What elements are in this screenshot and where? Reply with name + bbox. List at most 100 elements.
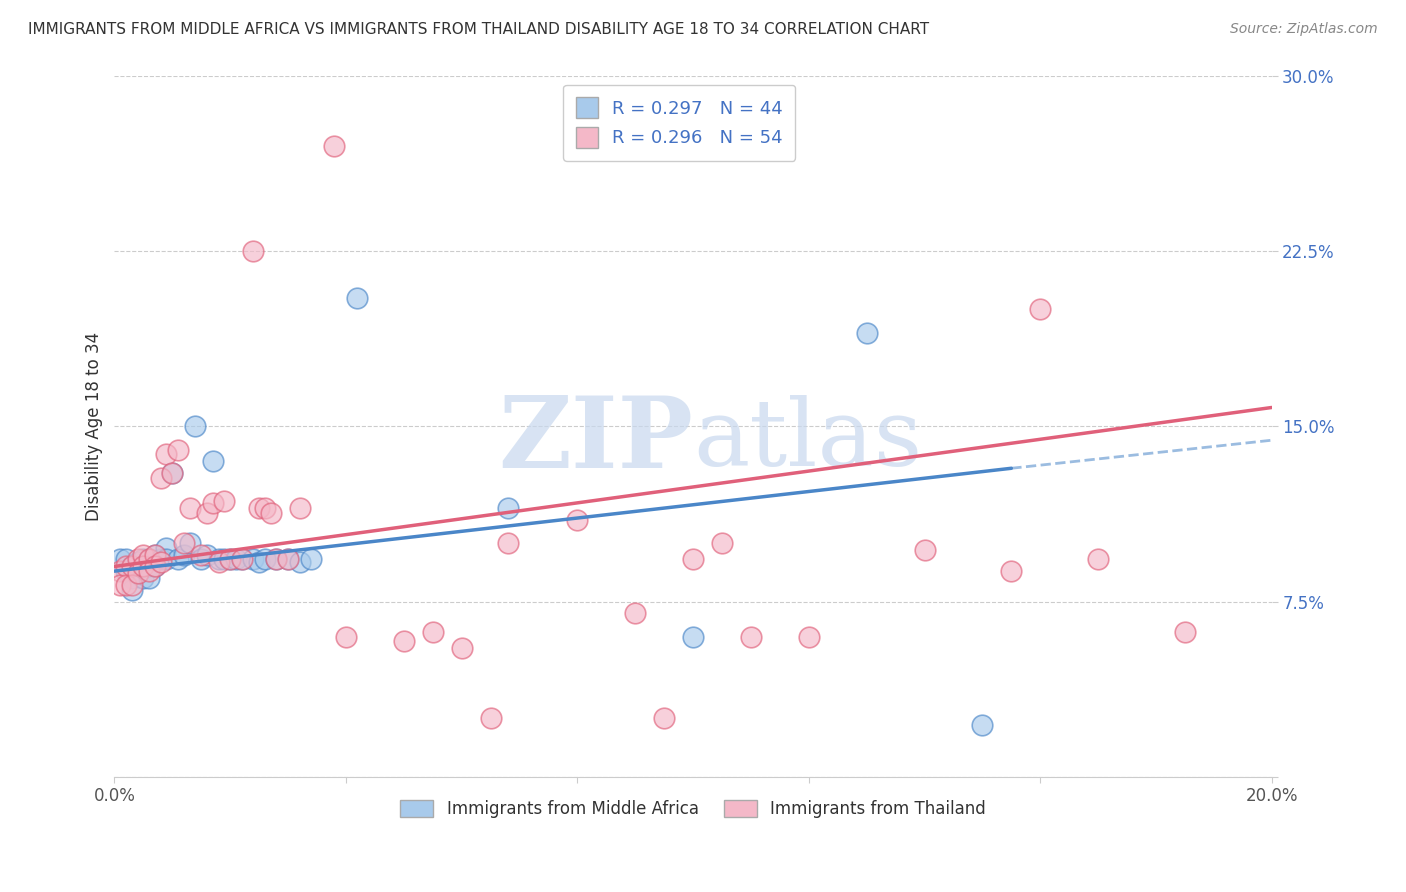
Point	[115, 552, 138, 566]
Point	[121, 559, 143, 574]
Point	[127, 552, 149, 566]
Point	[914, 543, 936, 558]
Point	[108, 552, 131, 566]
Point	[155, 447, 177, 461]
Point	[143, 559, 166, 574]
Point	[138, 564, 160, 578]
Point	[138, 552, 160, 566]
Point	[231, 552, 253, 566]
Point	[225, 552, 247, 566]
Point	[855, 326, 877, 340]
Point	[127, 555, 149, 569]
Point	[149, 555, 172, 569]
Point	[149, 552, 172, 566]
Point	[207, 552, 229, 566]
Point	[1029, 302, 1052, 317]
Text: IMMIGRANTS FROM MIDDLE AFRICA VS IMMIGRANTS FROM THAILAND DISABILITY AGE 18 TO 3: IMMIGRANTS FROM MIDDLE AFRICA VS IMMIGRA…	[28, 22, 929, 37]
Point	[121, 559, 143, 574]
Point	[266, 552, 288, 566]
Point	[277, 552, 299, 566]
Point	[335, 630, 357, 644]
Point	[1174, 624, 1197, 639]
Point	[167, 552, 190, 566]
Point	[219, 552, 242, 566]
Point	[214, 552, 236, 566]
Point	[149, 470, 172, 484]
Point	[132, 552, 155, 566]
Point	[266, 552, 288, 566]
Point	[253, 552, 276, 566]
Point	[179, 501, 201, 516]
Point	[242, 552, 264, 566]
Point	[288, 501, 311, 516]
Point	[682, 630, 704, 644]
Text: atlas: atlas	[693, 395, 922, 485]
Point	[132, 559, 155, 574]
Point	[346, 291, 368, 305]
Point	[231, 552, 253, 566]
Point	[121, 578, 143, 592]
Point	[132, 548, 155, 562]
Point	[682, 552, 704, 566]
Point	[496, 501, 519, 516]
Point	[201, 496, 224, 510]
Point	[138, 559, 160, 574]
Point	[277, 552, 299, 566]
Point	[127, 566, 149, 581]
Point	[299, 552, 322, 566]
Point	[155, 552, 177, 566]
Point	[392, 634, 415, 648]
Point	[253, 501, 276, 516]
Point	[115, 564, 138, 578]
Point	[108, 578, 131, 592]
Point	[162, 466, 184, 480]
Point	[323, 138, 346, 153]
Point	[173, 536, 195, 550]
Point	[127, 566, 149, 581]
Point	[195, 506, 218, 520]
Point	[167, 442, 190, 457]
Point	[190, 552, 212, 566]
Point	[143, 548, 166, 562]
Point	[138, 552, 160, 566]
Y-axis label: Disability Age 18 to 34: Disability Age 18 to 34	[86, 332, 103, 521]
Point	[247, 501, 270, 516]
Text: ZIP: ZIP	[498, 392, 693, 489]
Point	[201, 454, 224, 468]
Point	[132, 559, 155, 574]
Legend: Immigrants from Middle Africa, Immigrants from Thailand: Immigrants from Middle Africa, Immigrant…	[394, 793, 993, 824]
Point	[184, 419, 207, 434]
Text: Source: ZipAtlas.com: Source: ZipAtlas.com	[1230, 22, 1378, 37]
Point	[173, 548, 195, 562]
Point	[143, 559, 166, 574]
Point	[115, 578, 138, 592]
Point	[143, 548, 166, 562]
Point	[162, 466, 184, 480]
Point	[1000, 564, 1022, 578]
Point	[115, 559, 138, 574]
Point	[219, 552, 242, 566]
Point	[624, 606, 647, 620]
Point	[479, 711, 502, 725]
Point	[259, 506, 281, 520]
Point	[121, 582, 143, 597]
Point	[972, 718, 994, 732]
Point	[740, 630, 762, 644]
Point	[207, 555, 229, 569]
Point	[711, 536, 734, 550]
Point	[155, 541, 177, 555]
Point	[121, 571, 143, 585]
Point	[797, 630, 820, 644]
Point	[247, 555, 270, 569]
Point	[496, 536, 519, 550]
Point	[195, 548, 218, 562]
Point	[214, 494, 236, 508]
Point	[138, 571, 160, 585]
Point	[132, 571, 155, 585]
Point	[190, 548, 212, 562]
Point	[179, 536, 201, 550]
Point	[450, 641, 472, 656]
Point	[422, 624, 444, 639]
Point	[242, 244, 264, 258]
Point	[1087, 552, 1109, 566]
